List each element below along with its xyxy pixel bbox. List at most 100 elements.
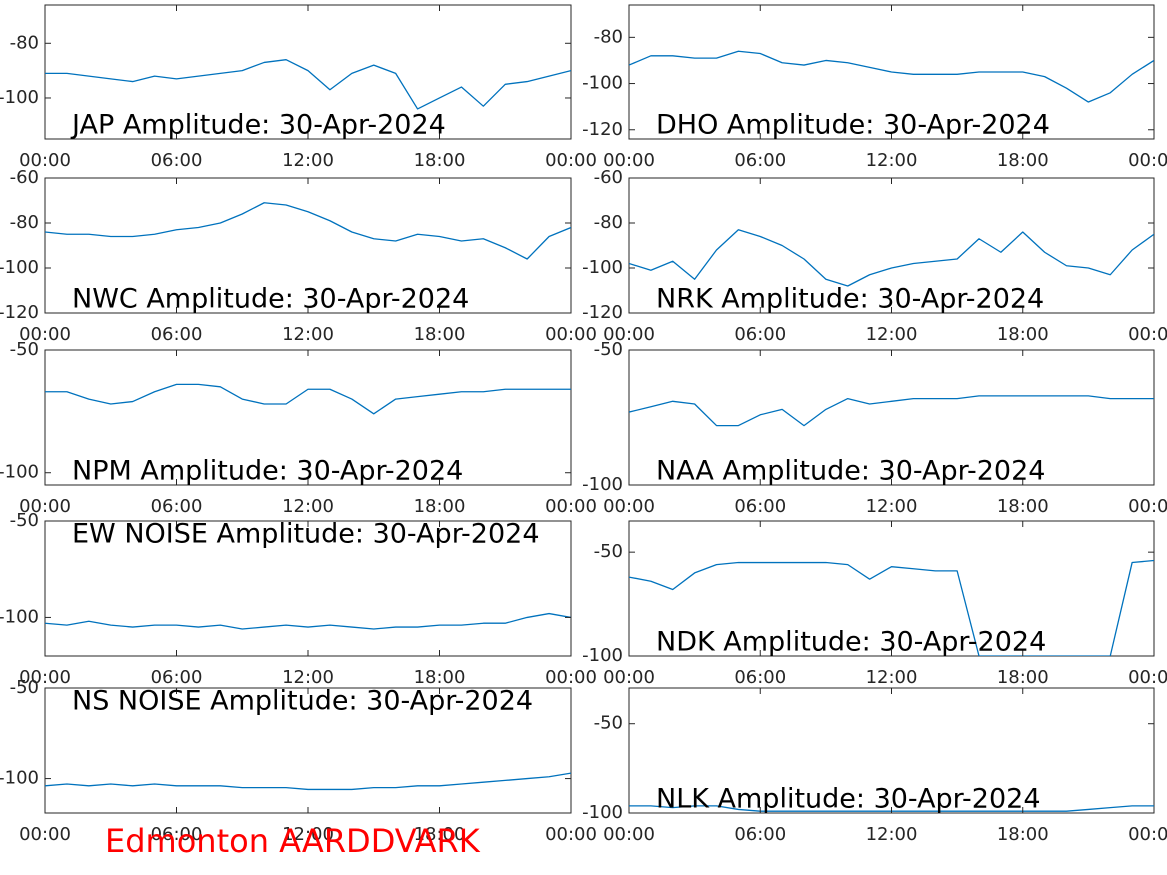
x-tick-label: 12:00 xyxy=(866,667,918,688)
plot-area xyxy=(44,4,572,140)
x-tick-label: 06:00 xyxy=(151,150,203,171)
x-tick-label: 12:00 xyxy=(282,667,334,688)
panel: -100 -80 00:00 06:00 12:00 18:00 00:00 JAP Ampl… xyxy=(0,4,597,171)
x-tick-label: 18:00 xyxy=(997,824,1049,845)
x-tick-label: 00:00 xyxy=(19,150,71,171)
y-tick-label: -50 xyxy=(10,677,39,698)
y-tick-label: -100 xyxy=(582,474,623,495)
y-tick-label: -60 xyxy=(594,167,623,188)
trace-area xyxy=(629,50,1154,103)
x-tick-label: 06:00 xyxy=(151,667,203,688)
x-tick-label: 18:00 xyxy=(997,667,1049,688)
panel-title: NDK Amplitude: 30-Apr-2024 xyxy=(656,627,1046,658)
plot-area xyxy=(44,520,572,657)
x-tick-label: 00:00 xyxy=(1128,324,1167,345)
x-tick-label: 00:00 xyxy=(19,496,71,517)
x-tick-label: 00:00 xyxy=(545,496,597,517)
x-tick-label: 06:00 xyxy=(734,824,786,845)
trace-area xyxy=(45,772,571,791)
x-tick-label: 12:00 xyxy=(866,324,918,345)
plot-area xyxy=(628,349,1155,486)
trace xyxy=(629,559,1154,656)
trace-area xyxy=(45,59,571,110)
x-tick-label: 12:00 xyxy=(866,496,918,517)
x-tick-label: 06:00 xyxy=(734,150,786,171)
x-tick-label: 06:00 xyxy=(734,496,786,517)
plot-area xyxy=(628,520,1155,657)
footer: Edmonton AARDDVARK xyxy=(105,822,481,860)
x-tick-label: 00:00 xyxy=(1128,150,1167,171)
x-tick-label: 18:00 xyxy=(997,150,1049,171)
trace xyxy=(629,50,1154,103)
x-tick-label: 00:00 xyxy=(1128,824,1167,845)
panel-title: DHO Amplitude: 30-Apr-2024 xyxy=(656,110,1050,141)
trace-area xyxy=(45,383,571,415)
panel: -120-100-80-6000:0006:0012:0018:0000:00N… xyxy=(582,167,1167,345)
y-tick-label: -120 xyxy=(0,302,39,323)
x-tick-label: 06:00 xyxy=(151,824,203,845)
x-tick-label: 18:00 xyxy=(414,824,466,845)
x-tick-label: 00:00 xyxy=(545,324,597,345)
x-tick-label: 00:00 xyxy=(545,150,597,171)
plot-area xyxy=(44,177,572,314)
y-tick-label: -100 xyxy=(582,802,623,823)
x-tick-label: 12:00 xyxy=(866,150,918,171)
y-tick-label: -50 xyxy=(594,713,623,734)
trace-area xyxy=(629,229,1154,287)
panel-title: NS NOISE Amplitude: 30-Apr-2024 xyxy=(72,686,533,717)
x-tick-label: 00:00 xyxy=(603,496,655,517)
y-tick-label: -80 xyxy=(594,26,623,47)
y-tick-label: -80 xyxy=(10,32,39,53)
panel-title: NLK Amplitude: 30-Apr-2024 xyxy=(656,784,1041,815)
y-tick-label: -50 xyxy=(10,510,39,531)
y-tick-label: -80 xyxy=(10,212,39,233)
y-tick-label: -100 xyxy=(0,257,39,278)
x-tick-label: 00:00 xyxy=(1128,667,1167,688)
x-tick-label: 00:00 xyxy=(19,667,71,688)
trace-area xyxy=(629,395,1154,427)
panel-title: JAP Amplitude: 30-Apr-2024 xyxy=(70,110,446,141)
panel: -100 -50 00:00 06:00 12:00 18:00 00:00 EW NOISE… xyxy=(0,510,597,688)
y-tick-label: -100 xyxy=(582,257,623,278)
x-tick-label: 18:00 xyxy=(414,496,466,517)
trace xyxy=(45,202,571,260)
x-tick-label: 12:00 xyxy=(282,496,334,517)
x-tick-label: 18:00 xyxy=(414,324,466,345)
panel-title: NAA Amplitude: 30-Apr-2024 xyxy=(656,456,1045,487)
trace xyxy=(45,772,571,791)
trace xyxy=(629,395,1154,427)
y-tick-label: -60 xyxy=(10,167,39,188)
plot-area xyxy=(44,687,572,814)
y-tick-label: -100 xyxy=(0,462,39,483)
y-tick-label: -50 xyxy=(594,339,623,360)
trace xyxy=(629,229,1154,287)
plot-area xyxy=(628,687,1155,814)
y-tick-label: -80 xyxy=(594,212,623,233)
x-tick-label: 18:00 xyxy=(414,667,466,688)
x-tick-label: 12:00 xyxy=(282,150,334,171)
x-tick-label: 12:00 xyxy=(282,324,334,345)
panel: -120-100-8000:0006:0012:0018:0000:00DHO … xyxy=(582,4,1167,171)
trace xyxy=(45,59,571,110)
x-tick-label: 00:00 xyxy=(19,324,71,345)
y-tick-label: -50 xyxy=(10,339,39,360)
trace-area xyxy=(629,559,1154,656)
x-tick-label: 06:00 xyxy=(151,496,203,517)
x-tick-label: 18:00 xyxy=(414,150,466,171)
y-tick-label: -100 xyxy=(0,606,39,627)
x-tick-label: 06:00 xyxy=(734,667,786,688)
panel-title: NRK Amplitude: 30-Apr-2024 xyxy=(656,284,1044,315)
y-tick-label: -100 xyxy=(0,768,39,789)
y-tick-label: -100 xyxy=(582,645,623,666)
x-tick-label: 00:00 xyxy=(545,667,597,688)
x-tick-label: 00:00 xyxy=(603,824,655,845)
x-tick-label: 18:00 xyxy=(997,496,1049,517)
y-tick-label: -50 xyxy=(594,541,623,562)
panel-title: NWC Amplitude: 30-Apr-2024 xyxy=(72,284,469,315)
